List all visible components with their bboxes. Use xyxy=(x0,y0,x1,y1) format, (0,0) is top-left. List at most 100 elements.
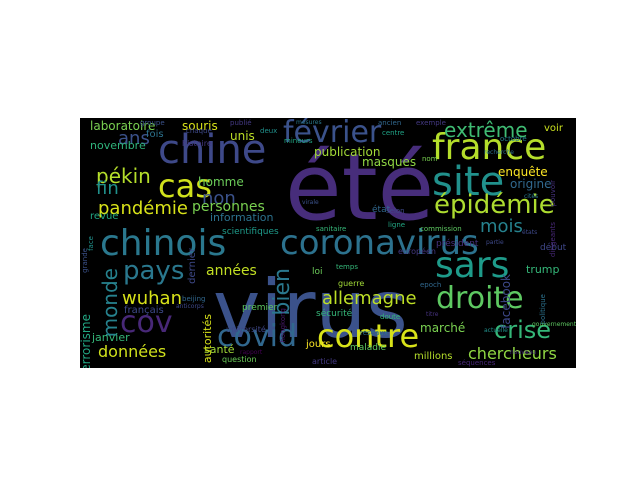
word-79: temps xyxy=(336,263,358,271)
word-69: université xyxy=(226,325,266,334)
word-94: groupe xyxy=(140,119,165,127)
word-84: grande xyxy=(81,248,89,273)
word-36: années xyxy=(206,263,257,279)
word-4: chine xyxy=(158,127,267,173)
word-60: président xyxy=(436,239,479,249)
word-15: pays xyxy=(123,256,185,286)
word-70: histoire xyxy=(182,139,212,148)
word-7: site xyxy=(432,159,505,205)
word-16: crise xyxy=(494,316,551,344)
word-45: fois xyxy=(146,129,164,140)
word-18: allemagne xyxy=(322,288,417,309)
word-89: centre xyxy=(382,129,405,137)
word-99: actuelle xyxy=(484,327,508,334)
word-62: européen xyxy=(398,247,436,256)
word-28: ans xyxy=(118,128,150,149)
word-48: revue xyxy=(90,211,119,222)
word-55: français xyxy=(124,305,164,316)
word-44: unis xyxy=(230,129,255,143)
word-65: maladie xyxy=(350,343,387,353)
word-51: millions xyxy=(414,351,453,362)
word-29: fin xyxy=(96,178,119,199)
word-35: laboratoire xyxy=(90,119,156,133)
word-72: réseaux xyxy=(360,329,388,337)
word-98: pouvoir xyxy=(549,180,557,207)
word-66: question xyxy=(222,355,257,364)
word-80: beijing xyxy=(182,295,206,303)
word-81: chaque xyxy=(186,127,212,135)
word-105: mineurs xyxy=(284,137,313,145)
word-90: ancien xyxy=(378,119,402,127)
word-14: épidémie xyxy=(434,190,555,220)
word-82: nom xyxy=(422,155,438,163)
word-0: été xyxy=(285,134,435,241)
word-97: gouvernement xyxy=(532,321,576,328)
word-41: jours xyxy=(306,339,331,350)
word-88: hongkong xyxy=(279,308,287,343)
word-78: dirigeants xyxy=(549,222,557,258)
word-17: extrême xyxy=(444,118,528,142)
word-47: novembre xyxy=(90,139,146,152)
word-102: nouveau xyxy=(510,349,536,356)
word-37: information xyxy=(210,211,274,224)
word-52: terrorisme xyxy=(80,314,93,368)
word-11: covid xyxy=(217,319,297,354)
word-107: anticorps xyxy=(176,303,204,310)
word-71: publié xyxy=(230,119,252,127)
word-93: rapport xyxy=(240,349,263,356)
word-1: virus xyxy=(213,263,408,356)
word-20: pékin xyxy=(96,164,151,188)
word-24: chercheurs xyxy=(468,344,557,363)
word-25: données xyxy=(98,342,167,361)
word-101: virale xyxy=(302,199,319,206)
word-86: deux xyxy=(260,127,278,135)
word-74: commission xyxy=(420,225,462,233)
word-3: coronavirus xyxy=(280,223,479,263)
word-91: doute xyxy=(380,313,401,321)
word-33: publication xyxy=(314,145,381,159)
word-23: wuhan xyxy=(122,288,182,309)
word-32: masques xyxy=(362,155,417,169)
word-87: politique xyxy=(539,294,547,325)
word-12: février xyxy=(283,118,382,150)
word-9: sars xyxy=(435,245,510,286)
word-76: sanitaire xyxy=(316,225,347,233)
word-27: non xyxy=(202,188,236,209)
word-68: séquences xyxy=(458,359,496,367)
word-92: titre xyxy=(426,311,439,318)
word-75: ligne xyxy=(388,221,406,229)
word-63: sécurité xyxy=(316,309,353,319)
word-10: cov xyxy=(120,305,173,340)
word-73: epoch xyxy=(420,281,442,289)
word-56: scientifiques xyxy=(222,227,279,237)
word-19: monde xyxy=(98,268,122,338)
word-58: état xyxy=(372,205,391,215)
word-22: pandémie xyxy=(98,198,188,219)
word-83: partie xyxy=(486,239,504,246)
word-49: janvier xyxy=(92,331,130,344)
word-5: france xyxy=(432,127,547,168)
word-96: face xyxy=(87,236,95,251)
word-104: états xyxy=(522,229,538,236)
word-31: homme xyxy=(198,175,244,189)
word-6: contre xyxy=(317,317,420,355)
word-53: autorités xyxy=(201,314,214,364)
word-59: premier xyxy=(242,303,278,313)
word-46: origine xyxy=(510,177,552,191)
word-61: début xyxy=(540,243,567,253)
word-2: chinois xyxy=(100,223,227,264)
word-106: mesures xyxy=(296,119,322,126)
word-30: personnes xyxy=(192,199,265,215)
word-38: facebook xyxy=(499,274,513,329)
word-34: enquête xyxy=(498,165,548,179)
word-64: guerre xyxy=(338,279,365,288)
word-100: recherche xyxy=(484,149,514,156)
word-13: droite xyxy=(436,281,524,316)
word-57: loi xyxy=(312,267,323,277)
word-39: trump xyxy=(526,263,560,276)
word-77: exemple xyxy=(416,119,446,127)
word-40: santé xyxy=(204,343,235,356)
word-42: souris xyxy=(182,119,218,133)
word-103: cités xyxy=(524,193,539,200)
word-54: dernier xyxy=(187,248,198,284)
